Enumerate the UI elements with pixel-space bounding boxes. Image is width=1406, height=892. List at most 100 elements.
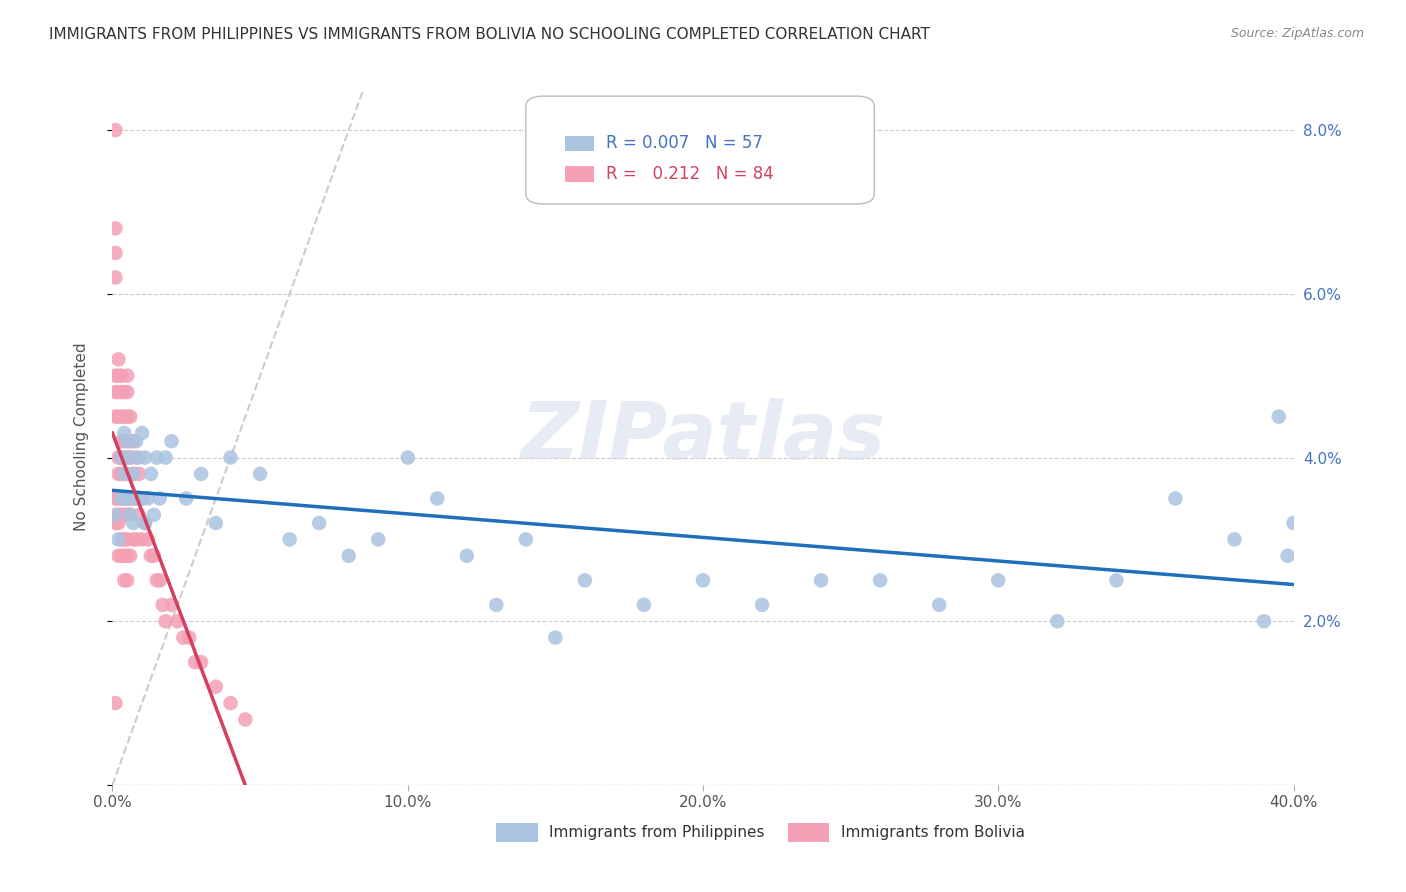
Point	[1164, 491, 1187, 506]
Point	[107, 508, 129, 522]
Point	[110, 467, 132, 481]
Point	[110, 491, 132, 506]
Point	[146, 574, 169, 588]
Point	[869, 574, 891, 588]
Point	[219, 450, 242, 465]
Point	[110, 385, 132, 400]
Point	[396, 450, 419, 465]
Point	[117, 574, 138, 588]
Point	[190, 655, 212, 669]
Point	[146, 450, 169, 465]
Point	[155, 614, 177, 628]
Point	[110, 409, 132, 424]
Point	[112, 508, 135, 522]
Point	[308, 516, 330, 530]
Point	[122, 491, 145, 506]
Text: IMMIGRANTS FROM PHILIPPINES VS IMMIGRANTS FROM BOLIVIA NO SCHOOLING COMPLETED CO: IMMIGRANTS FROM PHILIPPINES VS IMMIGRANT…	[49, 27, 931, 42]
Point	[125, 491, 148, 506]
Point	[117, 450, 138, 465]
Text: Immigrants from Philippines: Immigrants from Philippines	[550, 825, 765, 839]
Point	[104, 508, 127, 522]
Point	[1253, 614, 1275, 628]
Point	[107, 549, 129, 563]
Point	[125, 491, 148, 506]
Point	[172, 631, 194, 645]
Point	[110, 533, 132, 547]
Point	[142, 508, 165, 522]
Point	[112, 574, 135, 588]
Point	[122, 467, 145, 481]
Point	[107, 409, 129, 424]
Point	[1223, 533, 1246, 547]
Point	[110, 491, 132, 506]
Point	[233, 713, 256, 727]
Point	[131, 491, 153, 506]
FancyBboxPatch shape	[496, 822, 537, 842]
Point	[184, 655, 207, 669]
Point	[160, 598, 183, 612]
Point	[104, 368, 127, 383]
Point	[987, 574, 1010, 588]
Point	[131, 425, 153, 440]
Point	[110, 450, 132, 465]
Point	[810, 574, 832, 588]
Point	[166, 614, 188, 628]
Point	[120, 450, 142, 465]
Point	[104, 696, 127, 710]
Point	[1282, 516, 1305, 530]
Point	[107, 368, 129, 383]
Point	[136, 491, 159, 506]
Point	[128, 467, 150, 481]
Point	[751, 598, 773, 612]
Point	[125, 533, 148, 547]
Point	[155, 450, 177, 465]
Point	[107, 450, 129, 465]
Point	[125, 450, 148, 465]
Point	[112, 549, 135, 563]
Point	[142, 549, 165, 563]
Point	[152, 598, 174, 612]
Point	[174, 491, 197, 506]
Point	[112, 434, 135, 449]
Point	[205, 516, 228, 530]
Point	[134, 516, 156, 530]
Point	[692, 574, 714, 588]
Point	[179, 631, 201, 645]
Point	[128, 508, 150, 522]
Point	[131, 491, 153, 506]
Point	[110, 368, 132, 383]
Point	[117, 467, 138, 481]
Point	[120, 450, 142, 465]
Point	[122, 467, 145, 481]
Point	[426, 491, 449, 506]
Point	[1105, 574, 1128, 588]
FancyBboxPatch shape	[565, 136, 595, 151]
Point	[485, 598, 508, 612]
Point	[456, 549, 478, 563]
Point	[117, 385, 138, 400]
Point	[139, 549, 162, 563]
Point	[104, 385, 127, 400]
Point	[110, 434, 132, 449]
Point	[104, 123, 127, 137]
Point	[120, 409, 142, 424]
Point	[574, 574, 596, 588]
Point	[544, 631, 567, 645]
FancyBboxPatch shape	[787, 822, 830, 842]
Point	[337, 549, 360, 563]
Point	[120, 508, 142, 522]
Point	[149, 491, 172, 506]
Point	[120, 549, 142, 563]
Point	[128, 450, 150, 465]
Point	[112, 467, 135, 481]
Point	[107, 385, 129, 400]
Point	[104, 246, 127, 260]
Point	[1046, 614, 1069, 628]
Point	[136, 533, 159, 547]
Point	[134, 450, 156, 465]
Point	[1268, 409, 1291, 424]
FancyBboxPatch shape	[565, 167, 595, 182]
Point	[107, 352, 129, 367]
Point	[117, 549, 138, 563]
Point	[104, 221, 127, 235]
